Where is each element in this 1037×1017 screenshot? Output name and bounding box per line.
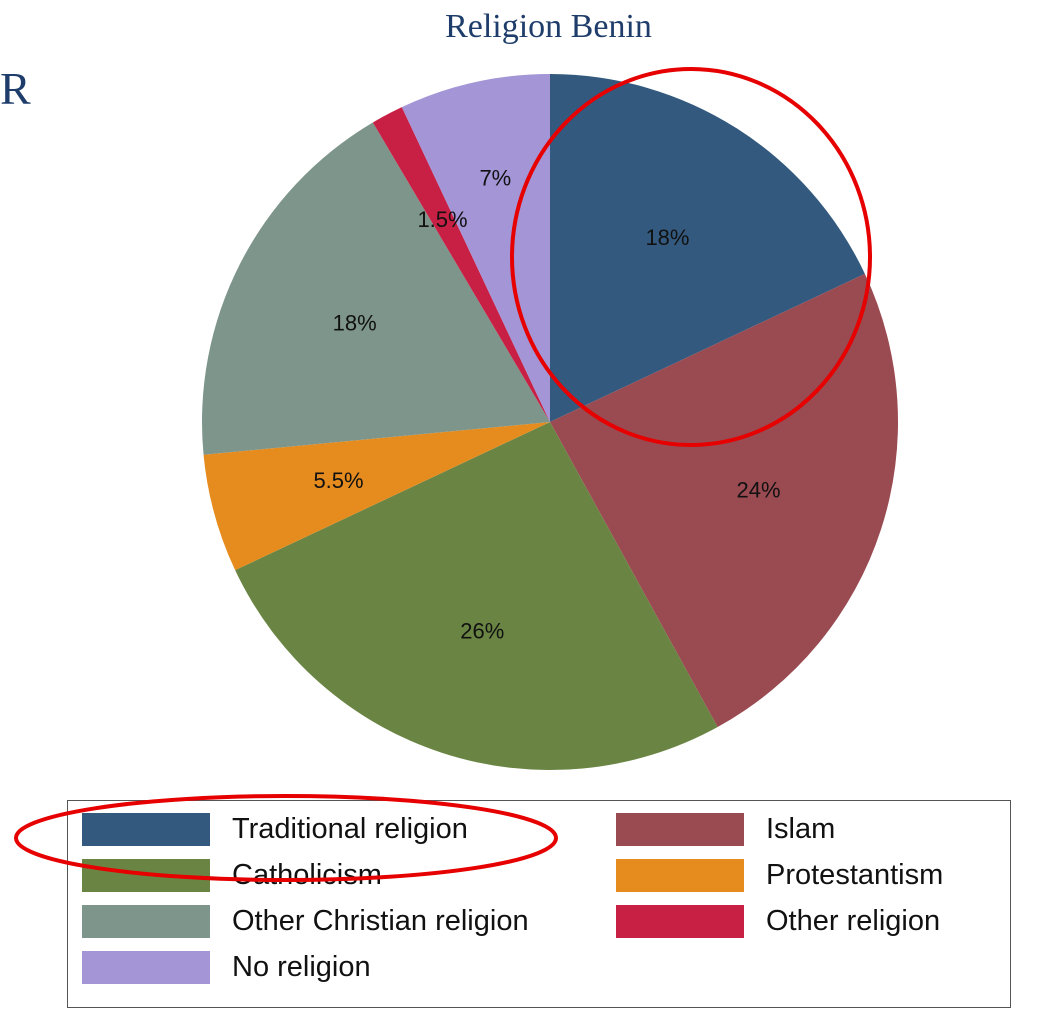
legend-item-protestantism: Protestantism xyxy=(616,859,943,892)
slice-label-no-religion: 7% xyxy=(479,165,511,190)
pie-chart: 18% 24% 26% 5.5% 18% 1.5% 7% xyxy=(202,74,898,770)
legend-item-catholicism: Catholicism xyxy=(82,859,382,892)
legend-label: Other religion xyxy=(766,905,941,937)
legend-swatch xyxy=(82,813,210,846)
legend-swatch xyxy=(616,859,744,892)
legend-label: Other Christian religion xyxy=(232,905,529,937)
legend-label: Protestantism xyxy=(766,859,944,891)
legend-swatch xyxy=(82,905,210,938)
chart-title: Religion Benin xyxy=(445,8,652,45)
legend-swatch xyxy=(616,813,744,846)
pie-slice-catholicism xyxy=(235,422,718,770)
pie-slice-other-religion xyxy=(372,107,550,423)
slice-label-catholicism: 26% xyxy=(460,619,504,644)
slice-label-protestantism: 5.5% xyxy=(313,468,363,493)
legend-swatch xyxy=(82,951,210,984)
legend-swatch xyxy=(82,859,210,892)
legend-label: Islam xyxy=(766,813,836,845)
slide-fragment-text: R xyxy=(0,63,31,114)
legend-item-islam: Islam xyxy=(616,813,835,846)
pie-slice-protestantism xyxy=(203,422,550,571)
chart-legend: Traditional religion Islam Catholicism Prot… xyxy=(67,800,1011,1008)
pie-slices xyxy=(202,74,898,770)
legend-label: No religion xyxy=(232,951,371,983)
legend-item-traditional-religion: Traditional religion xyxy=(82,813,468,846)
legend-swatch xyxy=(616,905,744,938)
legend-item-other-christian-religion: Other Christian religion xyxy=(82,905,529,938)
pie-slice-other-christian-religion xyxy=(202,122,550,455)
slice-label-other-christian-religion: 18% xyxy=(333,310,377,335)
legend-item-other-religion: Other religion xyxy=(616,905,940,938)
legend-label: Catholicism xyxy=(232,859,382,891)
slice-label-islam: 24% xyxy=(736,478,780,503)
slice-label-traditional-religion: 18% xyxy=(645,225,689,250)
legend-item-no-religion: No religion xyxy=(82,951,371,984)
slice-label-other-religion: 1.5% xyxy=(417,207,467,232)
legend-label: Traditional religion xyxy=(232,813,468,845)
